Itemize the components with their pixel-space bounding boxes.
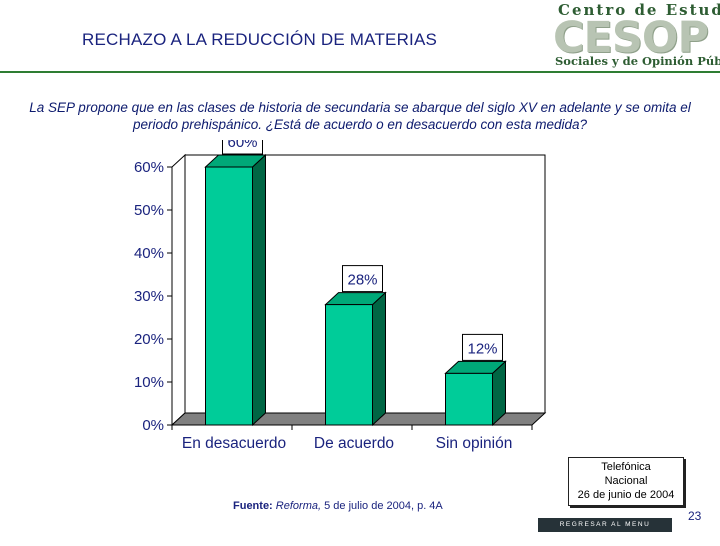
survey-callout-box [568,457,684,506]
y-tick-label: 30% [134,288,164,305]
bar-side [372,291,386,427]
data-label-box [462,333,503,361]
y-tick-label: 40% [134,245,164,262]
data-label-box [342,265,383,293]
chart-side-wall [171,153,186,427]
bar-chart: 0% 10% 20% 30% 40% 50% 60% 60% En desacuerdo 28% D… [134,140,547,452]
bar-1 [205,166,253,426]
bar-2 [325,304,373,426]
back-to-menu-button[interactable]: REGRESAR AL MENU PRINCIPAL [538,518,672,542]
y-tick-label: 60% [134,159,164,176]
cesop-logo: Centro de Estudios CESOP Sociales y de O… [553,0,720,72]
logo-top-text: Centro de Estudios [558,1,720,19]
y-tick-label: 10% [134,374,164,391]
source-detail: 5 de julio de 2004, p. 4A [324,500,443,512]
logo-big-text: CESOP [553,13,709,63]
bar-side [252,153,266,427]
y-tick-label: 0% [142,417,164,434]
y-tick-label: 20% [134,331,164,348]
x-category-label: De acuerdo [314,435,394,452]
callout-line-3: 26 de junio de 2004 [577,489,675,501]
data-label: 28% [347,272,377,289]
source-label: Fuente: [233,500,273,512]
title-divider [0,71,720,73]
source-note: Fuente: Reforma, 5 de julio de 2004, p. … [233,500,443,512]
survey-callout: Telefónica Nacional 26 de junio de 2004 [568,460,684,502]
logo-bottom-text: Sociales y de Opinión Pública [555,54,720,68]
data-label-box [222,140,263,155]
data-label: 60% [227,140,257,151]
bar-3 [445,372,493,426]
data-label: 12% [467,340,497,357]
x-category-label: Sin opinión [436,435,513,452]
callout-line-1: Telefónica [601,461,651,473]
callout-line-2: Nacional [604,475,648,487]
x-category-label: En desacuerdo [182,435,286,452]
page-number: 23 [688,509,702,523]
source-publication: Reforma, [275,500,322,512]
page-title: RECHAZO A LA REDUCCIÓN DE MATERIAS [82,30,438,49]
y-tick-label: 50% [134,202,164,219]
survey-question: La SEP propone que en las clases de hist… [29,100,691,132]
